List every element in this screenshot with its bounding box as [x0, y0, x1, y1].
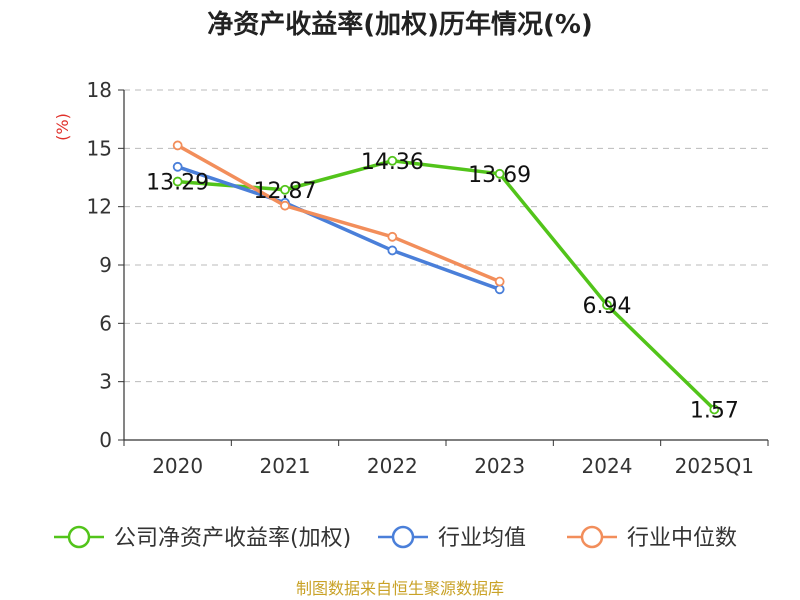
x-tick-label-2022: 2022	[367, 454, 418, 478]
legend-label-1: 行业均值	[438, 526, 526, 551]
y-tick-label-12: 12	[87, 195, 112, 219]
series-2-point-2023	[494, 276, 505, 287]
series-0-point-2020	[172, 176, 183, 187]
series-2	[172, 140, 505, 287]
x-tick-label-2023: 2023	[474, 454, 525, 478]
legend-item-1: 行业均值	[378, 525, 526, 551]
series-line-1	[177, 165, 501, 291]
series-0-point-2021	[280, 184, 290, 195]
series-0-point-2025Q1	[709, 404, 720, 415]
series-1-point-2023	[494, 284, 505, 295]
chart-title: 净资产收益率(加权)历年情况(%)	[207, 9, 593, 40]
y-tick-label-6: 6	[99, 311, 112, 335]
x-tick-label-2021: 2021	[260, 454, 311, 478]
data-label-2021: 12.87	[254, 179, 317, 204]
series-0	[172, 155, 720, 415]
series-2-point-2020	[172, 140, 183, 151]
y-tick-label-3: 3	[99, 370, 112, 394]
y-tick-label-15: 15	[87, 136, 112, 160]
legend-label-0: 公司净资产收益率(加权)	[114, 526, 351, 551]
y-tick-label-9: 9	[99, 253, 112, 277]
x-tick-label-2020: 2020	[152, 454, 203, 478]
legend-swatch-circle-1	[391, 525, 415, 549]
legend-item-2: 行业中位数	[567, 525, 737, 551]
legend-swatch-circle-0	[67, 525, 91, 549]
data-label-2022: 14.36	[361, 150, 424, 175]
series-0-point-2022	[387, 155, 398, 166]
legend-swatch-circle-2	[580, 525, 604, 549]
grid-lines	[124, 89, 768, 383]
series-1-point-2022	[387, 245, 398, 256]
legend-label-2: 行业中位数	[627, 526, 737, 551]
series-2-point-2021	[280, 200, 290, 211]
series-2-point-2022	[387, 231, 398, 242]
y-tick-label-0: 0	[99, 428, 112, 452]
y-tick-label-18: 18	[87, 78, 112, 102]
data-label-2025Q1: 1.57	[690, 398, 739, 423]
data-label-2020: 13.29	[146, 171, 209, 196]
source-note: 制图数据来自恒生聚源数据库	[296, 579, 504, 598]
legend: 公司净资产收益率(加权) 行业均值 行业中位数	[54, 525, 737, 551]
data-labels: 13.29 12.87 14.36 13.69 6.94 1.57	[146, 150, 739, 424]
data-label-2024: 6.94	[583, 294, 632, 319]
series-1-point-2020	[172, 161, 183, 172]
series-1	[172, 161, 505, 295]
series-line-2	[176, 143, 501, 284]
series-lines	[172, 140, 720, 415]
series-line-0	[177, 159, 716, 411]
y-axis-unit-label: (%)	[53, 113, 72, 141]
series-0-point-2024	[602, 300, 612, 310]
series-0-point-2023	[494, 168, 505, 179]
legend-item-0: 公司净资产收益率(加权)	[54, 525, 351, 551]
data-label-2023: 13.69	[468, 163, 531, 188]
x-tick-label-2024: 2024	[582, 454, 633, 478]
axes: 0 3 6 9 12 15 18 2020 2021 2022 2023 2024 2025Q1	[87, 78, 769, 478]
x-tick-label-2025Q1: 2025Q1	[675, 454, 754, 478]
